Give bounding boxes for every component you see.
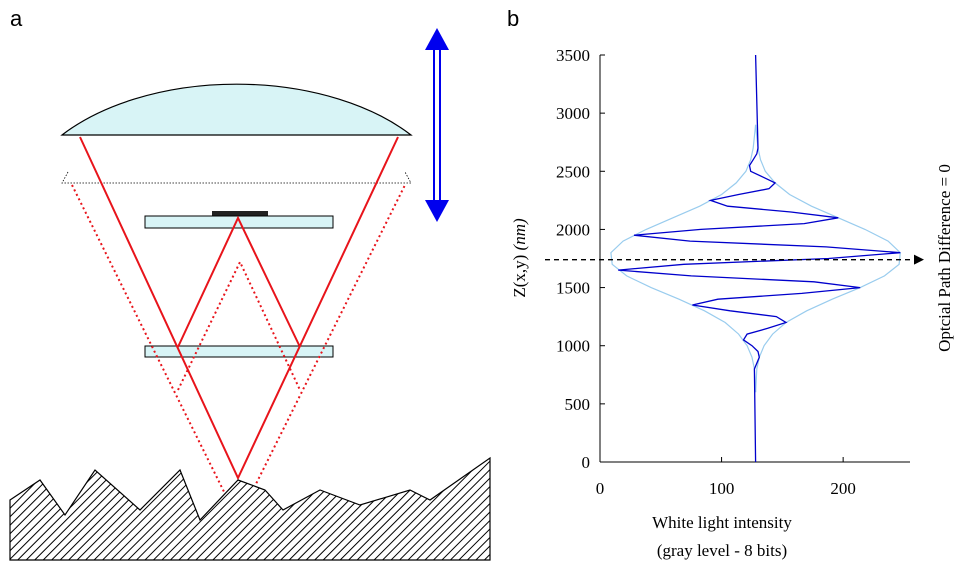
x-axis-label: White light intensity xyxy=(652,513,792,532)
y-tick-label: 2000 xyxy=(556,220,590,239)
x-tick-label: 100 xyxy=(709,479,735,498)
curve xyxy=(755,124,901,393)
y-axis-label-text: Z(x,y) xyxy=(510,255,529,298)
beam-splitter xyxy=(144,345,334,358)
curve xyxy=(610,124,757,393)
light-path-shifted xyxy=(71,184,406,523)
reference-mirror xyxy=(212,211,268,216)
opd-label: Optcial Path Difference = 0 xyxy=(935,164,954,352)
lens-shadow xyxy=(61,171,412,184)
y-tick-label: 1500 xyxy=(556,279,590,298)
y-axis-label-unit: (nm) xyxy=(510,218,529,250)
sample-surface xyxy=(9,456,491,561)
objective-lens xyxy=(60,83,413,136)
y-axis-label: Z(x,y) (nm) xyxy=(510,218,529,298)
diagram xyxy=(9,28,491,561)
panel-label: b xyxy=(507,6,519,31)
y-tick-label: 1000 xyxy=(556,337,590,356)
scan-arrow xyxy=(425,28,449,222)
light-path xyxy=(79,136,399,481)
panel-label: a xyxy=(10,6,23,31)
x-axis-label: (gray level - 8 bits) xyxy=(657,541,787,560)
y-tick-label: 0 xyxy=(582,453,591,472)
curve xyxy=(618,54,901,463)
x-tick-label: 200 xyxy=(830,479,856,498)
chart: 0 500 1000 1500 2000 2500 3000 3500 0 100 200 White… xyxy=(510,46,954,560)
y-tick-label: 3500 xyxy=(556,46,590,65)
x-tick-label: 0 xyxy=(596,479,605,498)
y-tick-label: 500 xyxy=(565,395,591,414)
y-tick-label: 2500 xyxy=(556,162,590,181)
y-tick-label: 3000 xyxy=(556,104,590,123)
